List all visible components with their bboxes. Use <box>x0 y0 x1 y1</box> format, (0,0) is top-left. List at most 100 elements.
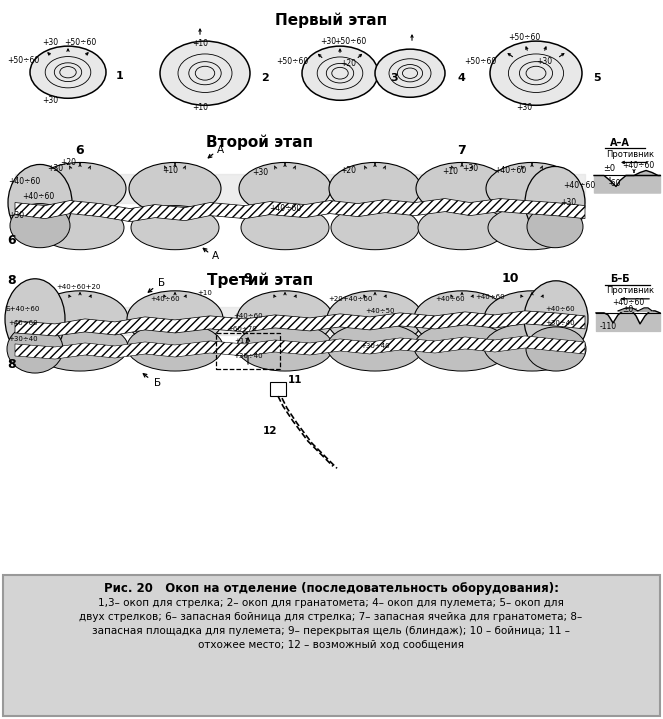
Text: Противник: Противник <box>606 150 654 159</box>
Text: +30÷40: +30÷40 <box>233 353 263 359</box>
Text: +30÷40: +30÷40 <box>545 320 575 326</box>
Text: +30: +30 <box>536 57 552 65</box>
Text: 3: 3 <box>390 73 398 83</box>
Text: ±0: ±0 <box>603 164 615 173</box>
Text: +10: +10 <box>192 39 208 47</box>
Text: Б+40÷60: Б+40÷60 <box>5 306 39 312</box>
Text: +30: +30 <box>516 103 532 111</box>
Bar <box>216 333 280 369</box>
Text: +40÷60: +40÷60 <box>22 192 54 201</box>
Text: 6: 6 <box>8 234 17 247</box>
Polygon shape <box>15 198 585 221</box>
Ellipse shape <box>5 279 65 359</box>
Text: 2: 2 <box>261 73 269 83</box>
Text: 1: 1 <box>116 71 124 81</box>
Ellipse shape <box>7 325 63 373</box>
Ellipse shape <box>375 49 445 97</box>
Text: +50÷60: +50÷60 <box>64 37 96 47</box>
Text: А: А <box>216 145 223 155</box>
Ellipse shape <box>8 165 72 241</box>
Text: Третий этап: Третий этап <box>207 273 313 288</box>
Text: +20+40÷60: +20+40÷60 <box>328 296 372 302</box>
Text: 8: 8 <box>8 357 17 370</box>
Ellipse shape <box>418 206 506 249</box>
Text: +20: +20 <box>60 158 76 167</box>
Ellipse shape <box>414 290 510 347</box>
Text: +30: +30 <box>42 37 58 47</box>
Text: +30: +30 <box>320 37 336 45</box>
Text: +40÷60: +40÷60 <box>563 181 595 190</box>
Text: +40÷60: +40÷60 <box>8 320 38 326</box>
Text: Второй этап: Второй этап <box>206 134 314 150</box>
Text: +40÷60: +40÷60 <box>151 296 180 302</box>
Text: +50÷60: +50÷60 <box>508 32 540 42</box>
Bar <box>270 382 286 396</box>
Ellipse shape <box>490 41 582 105</box>
Text: ±0: ±0 <box>623 306 634 314</box>
Text: +30: +30 <box>42 96 58 105</box>
Ellipse shape <box>237 290 333 347</box>
Text: +30: +30 <box>8 211 24 220</box>
Ellipse shape <box>484 323 580 371</box>
Text: +40÷60: +40÷60 <box>475 294 505 300</box>
Text: +30÷40: +30÷40 <box>8 336 38 342</box>
Text: +40÷60: +40÷60 <box>545 306 575 312</box>
Text: +30÷40: +30÷40 <box>360 343 390 349</box>
Text: +20: +20 <box>340 59 356 68</box>
Ellipse shape <box>488 206 576 249</box>
Ellipse shape <box>327 290 423 347</box>
Text: -60: -60 <box>609 179 621 188</box>
Text: +50÷60: +50÷60 <box>464 57 496 65</box>
Text: 10: 10 <box>501 273 518 285</box>
Text: +40÷60: +40÷60 <box>612 298 644 307</box>
Text: А: А <box>211 251 219 261</box>
Ellipse shape <box>241 206 329 249</box>
Text: +11: +11 <box>235 338 249 344</box>
Ellipse shape <box>239 162 331 214</box>
Text: запасная площадка для пулемета; 9– перекрытая щель (блиндаж); 10 – бойница; 11 –: запасная площадка для пулемета; 9– перек… <box>92 626 570 636</box>
Polygon shape <box>15 336 585 359</box>
Text: Первый этап: Первый этап <box>275 12 387 27</box>
Text: +50÷60: +50÷60 <box>276 57 308 65</box>
Ellipse shape <box>237 323 333 371</box>
Ellipse shape <box>526 327 586 371</box>
Text: +20: +20 <box>340 166 356 175</box>
Ellipse shape <box>30 46 106 99</box>
Text: +40÷60: +40÷60 <box>8 177 40 186</box>
Ellipse shape <box>34 162 126 214</box>
Ellipse shape <box>486 162 578 214</box>
Ellipse shape <box>327 323 423 371</box>
Ellipse shape <box>32 290 128 347</box>
Ellipse shape <box>36 206 124 249</box>
Text: 9: 9 <box>244 273 253 285</box>
Ellipse shape <box>524 281 588 357</box>
Ellipse shape <box>331 206 419 249</box>
Text: +60÷70: +60÷70 <box>227 326 257 332</box>
Text: +40÷60: +40÷60 <box>233 313 263 319</box>
Text: А–А: А–А <box>610 138 630 148</box>
Text: +10: +10 <box>192 103 208 111</box>
Text: 11: 11 <box>288 375 302 385</box>
Ellipse shape <box>414 323 510 371</box>
Text: +50÷60: +50÷60 <box>7 55 39 65</box>
Text: +40÷50: +40÷50 <box>365 308 394 314</box>
Ellipse shape <box>484 290 580 347</box>
Ellipse shape <box>302 46 378 100</box>
Ellipse shape <box>416 162 508 214</box>
Text: 6: 6 <box>76 144 84 157</box>
Text: +30: +30 <box>560 198 576 207</box>
Text: +40÷60: +40÷60 <box>269 204 301 213</box>
Text: +10: +10 <box>442 167 458 176</box>
Ellipse shape <box>127 290 223 347</box>
Text: 7: 7 <box>457 144 466 157</box>
Text: -110: -110 <box>600 322 617 331</box>
Text: 5: 5 <box>593 73 601 83</box>
Text: 12: 12 <box>263 426 278 436</box>
Ellipse shape <box>329 162 421 214</box>
Text: 4: 4 <box>457 73 465 83</box>
Text: Рис. 20   Окоп на отделение (последовательность оборудования):: Рис. 20 Окоп на отделение (последователь… <box>103 582 558 595</box>
Text: +10: +10 <box>162 166 178 175</box>
Ellipse shape <box>527 206 583 247</box>
Ellipse shape <box>127 323 223 371</box>
Text: Б: Б <box>158 278 166 288</box>
